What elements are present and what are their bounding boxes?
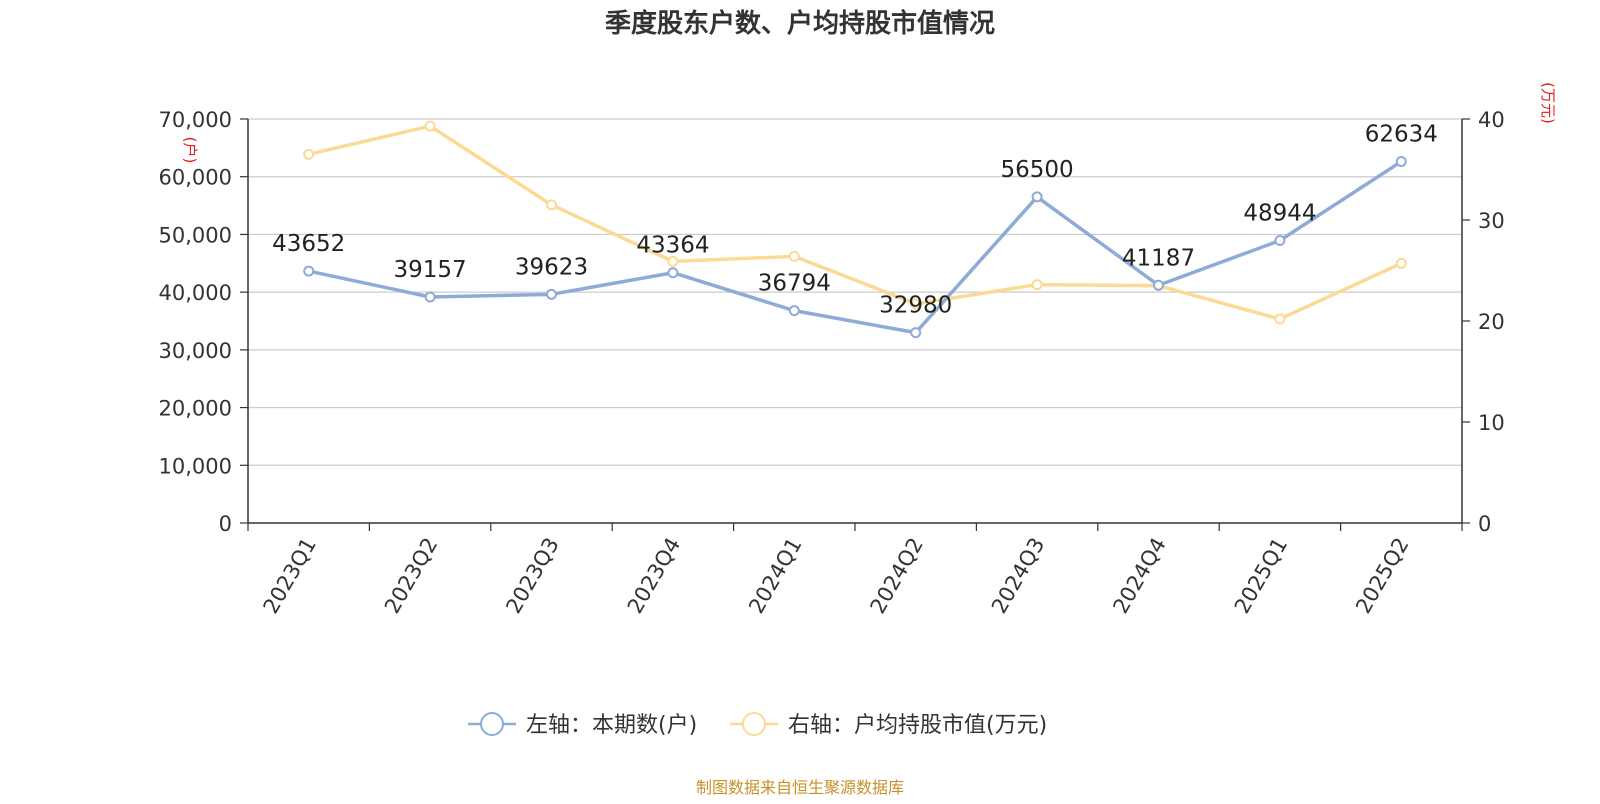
left-series-data-label: 36794	[758, 271, 831, 297]
left-series-point[interactable]	[546, 288, 557, 300]
legend-circle-icon	[480, 712, 504, 736]
left-series-point[interactable]	[1153, 279, 1164, 291]
x-axis-tick-label: 2024Q4	[1108, 534, 1170, 618]
right-axis-tick-label: 40	[1478, 108, 1505, 132]
chart-title: 季度股东户数、户均持股市值情况	[605, 8, 995, 39]
left-series-point[interactable]	[1274, 235, 1286, 247]
x-axis-tick-label: 2025Q1	[1230, 534, 1292, 618]
legend-label: 右轴：户均持股市值(万元)	[788, 713, 1047, 738]
left-series-point[interactable]	[1395, 156, 1407, 168]
right-axis-tick-label: 20	[1478, 310, 1505, 334]
x-axis-tick-label: 2025Q2	[1351, 534, 1413, 618]
x-axis-tick-label: 2023Q2	[380, 534, 442, 618]
right-series-line	[308, 124, 1403, 321]
right-series-point[interactable]	[1274, 313, 1286, 325]
left-series-data-label: 62634	[1365, 122, 1438, 148]
legend-item-right-series[interactable]: 右轴：户均持股市值(万元)	[730, 712, 1047, 738]
right-series-point[interactable]	[303, 148, 315, 160]
left-series-data-label: 41187	[1122, 245, 1195, 271]
left-axis-tick-label: 70,000	[159, 108, 232, 132]
right-series-point[interactable]	[1395, 257, 1407, 269]
right-axis-unit-label: (万元)	[1539, 82, 1557, 124]
right-axis-tick-label: 30	[1478, 209, 1505, 233]
left-axis-tick-label: 50,000	[159, 223, 232, 247]
legend-label: 左轴：本期数(户)	[526, 713, 697, 738]
left-series-data-label: 39157	[394, 257, 467, 283]
right-axis-tick-label: 0	[1478, 512, 1491, 536]
x-axis-tick-label: 2024Q2	[866, 534, 928, 618]
left-series-data-label: 39623	[515, 254, 588, 280]
right-series-point[interactable]	[424, 120, 436, 132]
left-series-point[interactable]	[1031, 191, 1043, 203]
left-series-point[interactable]	[667, 267, 679, 279]
left-series-data-label: 32980	[879, 293, 952, 319]
x-axis-tick-label: 2023Q1	[259, 534, 321, 618]
x-axis-tick-label: 2023Q3	[501, 534, 563, 618]
right-axis-tick-label: 10	[1478, 411, 1505, 435]
left-axis-tick-label: 10,000	[159, 454, 232, 478]
left-series-point[interactable]	[424, 291, 436, 303]
left-axis-tick-label: 30,000	[159, 339, 232, 363]
left-axis-unit-label: (户)	[181, 137, 199, 164]
left-series-point[interactable]	[303, 265, 315, 277]
legend-circle-icon	[742, 712, 766, 736]
x-axis-tick-label: 2024Q3	[987, 534, 1049, 618]
left-series-point[interactable]	[788, 305, 800, 317]
left-series-line	[308, 160, 1403, 335]
left-series-data-label: 43652	[272, 231, 345, 257]
source-note: 制图数据来自恒生聚源数据库	[696, 778, 904, 797]
right-series-point[interactable]	[667, 255, 679, 267]
left-series-data-label: 48944	[1243, 201, 1316, 227]
right-series-point[interactable]	[910, 298, 922, 310]
left-axis-tick-label: 20,000	[159, 397, 232, 421]
legend-item-left-series[interactable]: 左轴：本期数(户)	[468, 712, 697, 738]
left-axis-tick-label: 40,000	[159, 281, 232, 305]
right-series-point[interactable]	[1031, 279, 1043, 291]
right-series-point[interactable]	[546, 199, 557, 211]
left-series-data-label: 43364	[636, 233, 709, 259]
right-series-point[interactable]	[788, 250, 800, 262]
left-axis-tick-label: 0	[219, 512, 232, 536]
x-axis-tick-label: 2024Q1	[744, 534, 806, 618]
left-axis-tick-label: 60,000	[159, 166, 232, 190]
x-axis-tick-label: 2023Q4	[623, 534, 685, 618]
left-series-data-label: 56500	[1001, 157, 1074, 183]
left-series-point[interactable]	[910, 327, 922, 339]
